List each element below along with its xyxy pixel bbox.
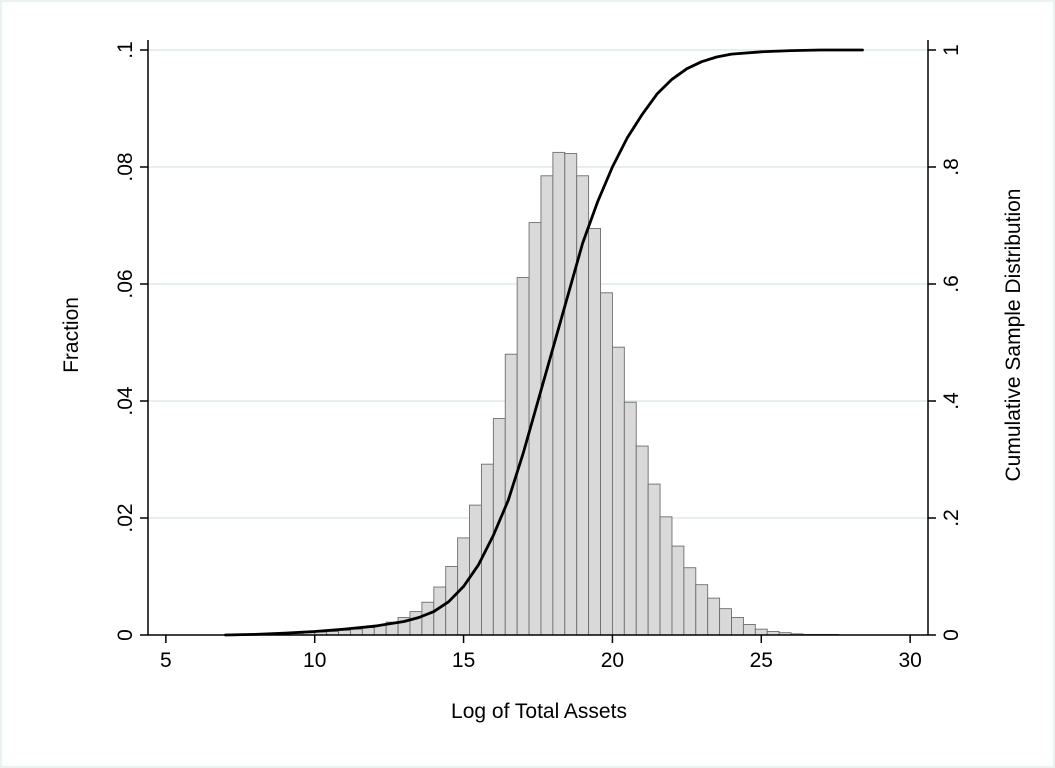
y-tick-label-0: 0 [114, 629, 137, 641]
x-tick-label-5: 30 [898, 649, 921, 672]
y2-tick-label-3: .6 [940, 275, 963, 293]
histogram-bar-36 [671, 545, 685, 636]
y-axis-title: Fraction [60, 297, 83, 373]
histogram-bar-15 [421, 601, 435, 636]
y-tick-label-2: .04 [114, 386, 137, 416]
histogram-bar-26 [552, 151, 566, 636]
histogram-bar-40 [719, 608, 732, 636]
histogram-bar-35 [659, 516, 673, 636]
histogram-bar-34 [647, 483, 661, 636]
x-tick-label-1: 10 [303, 649, 326, 672]
histogram-bar-42 [742, 624, 756, 636]
histogram-bar-30 [600, 292, 613, 636]
histogram-bar-31 [611, 346, 625, 636]
x-tick-label-0: 5 [160, 649, 172, 672]
histogram-bar-33 [635, 445, 649, 636]
histogram-bar-17 [445, 566, 459, 636]
axes: 5 10 15 20 25 30 0 .02 .04 .06 .08 .1 0 .2 .4 .6 .8 1 [114, 40, 963, 672]
y-tick-label-1: .02 [114, 503, 137, 532]
y2-axis-title: Cumulative Sample Distribution [1002, 189, 1025, 482]
cumulative-line-layer [223, 48, 864, 637]
y2-tick-label-2: .4 [940, 392, 963, 410]
y2-tick-label-5: 1 [940, 44, 963, 56]
y2-tick-label-1: .2 [940, 509, 963, 527]
histogram-bar-25 [540, 175, 554, 636]
histogram-bar-41 [731, 617, 744, 636]
y2-tick-label-0: 0 [940, 629, 963, 641]
x-tick-label-3: 20 [601, 649, 624, 672]
histogram-bar-27 [564, 153, 578, 636]
histogram-bar-32 [623, 401, 637, 636]
histogram-bar-9 [349, 628, 363, 636]
histogram-bar-37 [683, 567, 697, 636]
histogram-bar-39 [707, 597, 721, 636]
y2-tick-label-4: .8 [940, 158, 963, 176]
x-axis-title: Log of Total Assets [451, 700, 627, 723]
histogram-bar-43 [754, 628, 768, 636]
y-tick-label-4: .08 [114, 152, 137, 181]
histogram-bar-14 [409, 611, 423, 636]
x-tick-label-2: 15 [452, 649, 475, 672]
y-tick-label-5: .1 [114, 41, 137, 59]
x-tick-label-4: 25 [750, 649, 773, 672]
histogram-bar-21 [492, 418, 506, 636]
histogram-bar-29 [588, 227, 601, 636]
histogram-bar-38 [695, 584, 709, 636]
cumulative-distribution-line [223, 48, 864, 637]
y-tick-label-3: .06 [114, 269, 137, 298]
